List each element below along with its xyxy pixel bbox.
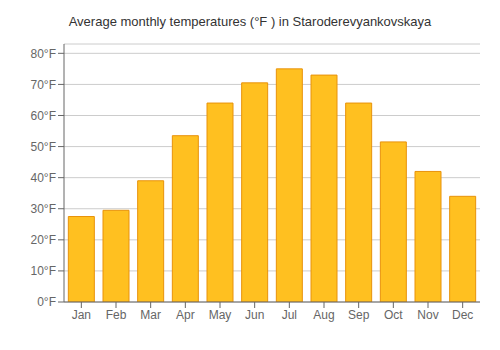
svg-text:Jun: Jun bbox=[245, 308, 264, 322]
html-text:Average monthly temperatures (: Average monthly temperatures (°F ) in St… bbox=[68, 14, 432, 29]
svg-text:Sep: Sep bbox=[348, 308, 370, 322]
svg-text:10°F: 10°F bbox=[31, 264, 56, 278]
svg-text:Apr: Apr bbox=[176, 308, 195, 322]
svg-text:Mar: Mar bbox=[140, 308, 161, 322]
svg-text:0°F: 0°F bbox=[37, 295, 56, 309]
svg-text:20°F: 20°F bbox=[31, 233, 56, 247]
svg-text:40°F: 40°F bbox=[31, 171, 56, 185]
svg-text:Nov: Nov bbox=[417, 308, 438, 322]
svg-text:70°F: 70°F bbox=[31, 78, 56, 92]
svg-text:50°F: 50°F bbox=[31, 140, 56, 154]
svg-text:May: May bbox=[209, 308, 232, 322]
svg-text:Oct: Oct bbox=[384, 308, 403, 322]
svg-text:30°F: 30°F bbox=[31, 202, 56, 216]
svg-text:Aug: Aug bbox=[313, 308, 334, 322]
svg-text:Feb: Feb bbox=[106, 308, 127, 322]
svg-text:60°F: 60°F bbox=[31, 109, 56, 123]
svg-text:Jan: Jan bbox=[72, 308, 91, 322]
svg-text:Jul: Jul bbox=[282, 308, 297, 322]
svg-text:Dec: Dec bbox=[452, 308, 473, 322]
svg-text:80°F: 80°F bbox=[31, 47, 56, 61]
